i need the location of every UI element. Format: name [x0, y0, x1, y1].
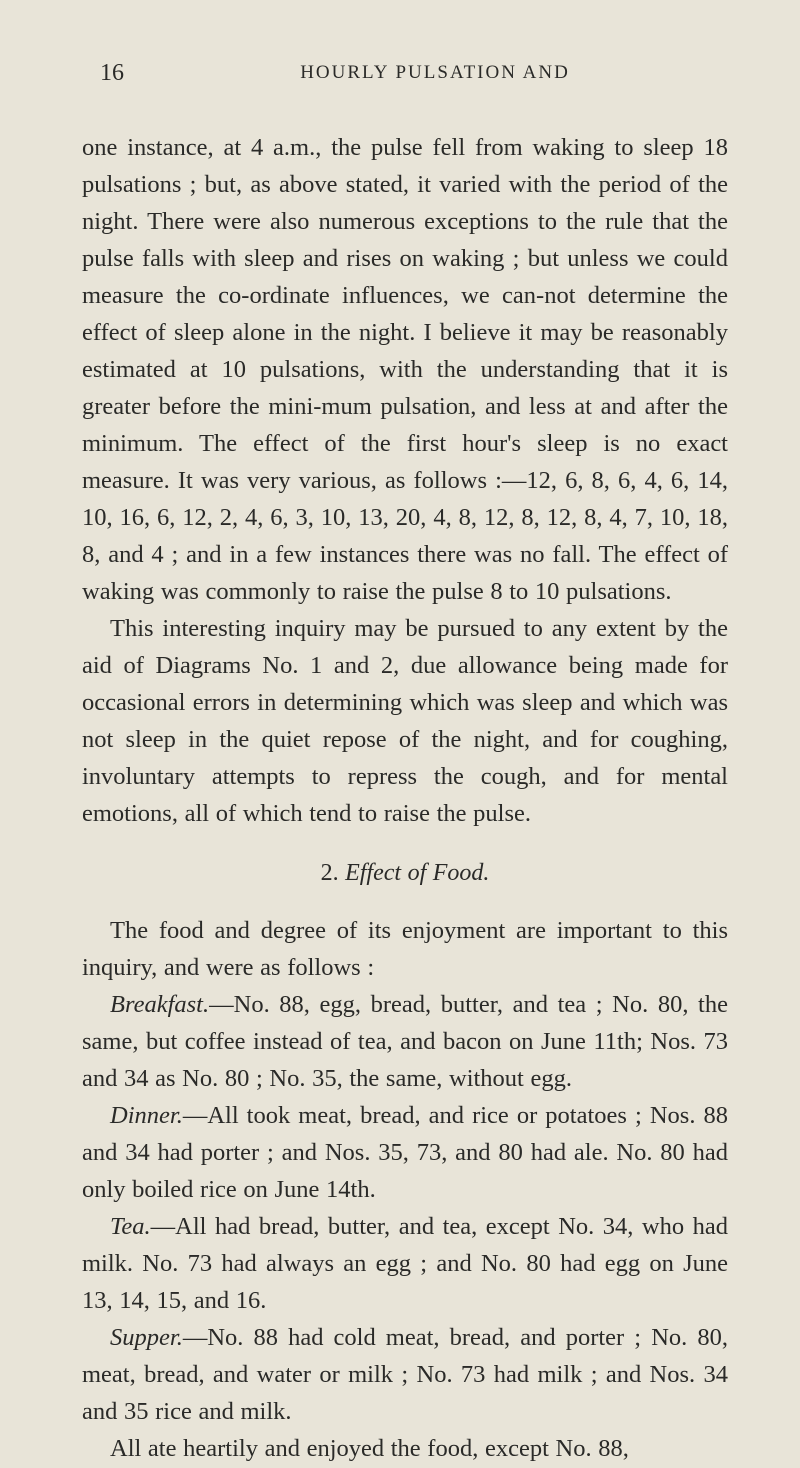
- running-header: HOURLY PULSATION AND: [82, 62, 728, 84]
- breakfast-label: Breakfast.: [110, 991, 209, 1018]
- section-number: 2.: [321, 860, 339, 886]
- tea-text: —All had bread, butter, and tea, except …: [82, 1213, 728, 1314]
- tea-paragraph: Tea.—All had bread, butter, and tea, exc…: [82, 1209, 728, 1320]
- dinner-label: Dinner.: [110, 1102, 183, 1129]
- supper-paragraph: Supper.—No. 88 had cold meat, bread, and…: [82, 1320, 728, 1431]
- section-heading: 2. Effect of Food.: [82, 855, 728, 891]
- page-number: 16: [100, 60, 124, 87]
- tea-label: Tea.: [110, 1213, 151, 1240]
- body-text: one instance, at 4 a.m., the pulse fell …: [82, 130, 728, 1468]
- paragraph-3: The food and degree of its enjoyment are…: [82, 913, 728, 987]
- paragraph-1: one instance, at 4 a.m., the pulse fell …: [82, 130, 728, 611]
- section-title: Effect of Food.: [345, 860, 489, 886]
- paragraph-2: This interesting inquiry may be pursued …: [82, 611, 728, 833]
- supper-label: Supper.: [110, 1324, 183, 1351]
- paragraph-last: All ate heartily and enjoyed the food, e…: [82, 1431, 728, 1468]
- breakfast-paragraph: Breakfast.—No. 88, egg, bread, butter, a…: [82, 987, 728, 1098]
- dinner-paragraph: Dinner.—All took meat, bread, and rice o…: [82, 1098, 728, 1209]
